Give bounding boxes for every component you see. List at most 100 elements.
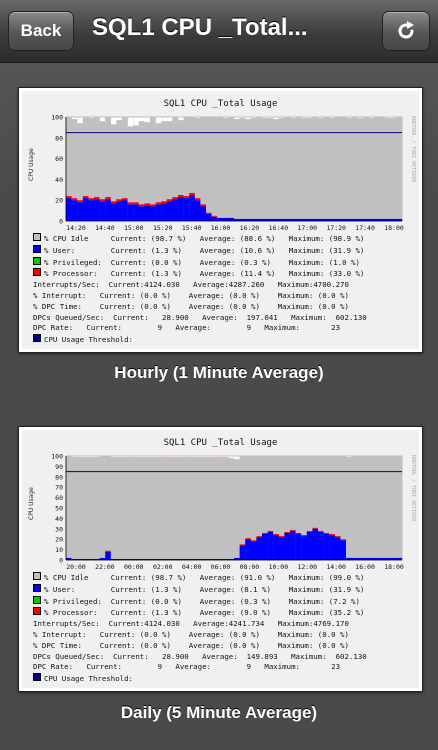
idle-bar [301, 118, 307, 219]
processor-bar [166, 199, 173, 202]
user-bar [155, 558, 162, 560]
legend-text: % Privileged: Current: (0.0 %) Average: … [44, 257, 360, 267]
user-bar [318, 531, 324, 560]
legend-row: % Privileged: Current: (0.0 %) Average: … [33, 256, 367, 269]
idle-bar [194, 118, 201, 199]
user-bar [362, 557, 369, 560]
idle-bar [390, 118, 397, 219]
idle-bar [71, 119, 78, 199]
y-tick-label: 60 [55, 494, 63, 502]
idle-bar [222, 118, 229, 218]
processor-bar [245, 538, 251, 540]
idle-bar [340, 456, 347, 540]
user-bar [290, 218, 296, 221]
idle-bar [122, 457, 128, 559]
x-tick-label: 10:00 [269, 563, 289, 571]
idle-bar [66, 456, 72, 558]
idle-bar [155, 457, 162, 559]
idle-bar [346, 118, 352, 219]
idle-bar [178, 120, 184, 195]
y-tick-label: 10 [55, 546, 63, 554]
legend-swatch [33, 583, 41, 592]
chart-title: SQL1 CPU _Total Usage [163, 99, 278, 109]
idle-bar [295, 456, 302, 533]
idle-bar [284, 456, 291, 532]
user-bar [267, 531, 274, 560]
chart-card-daily[interactable]: SQL1 CPU _Total Usage CPU Usage RRDTOOL … [18, 426, 423, 692]
idle-bar [172, 117, 179, 198]
user-bar [379, 557, 386, 560]
user-bar [71, 200, 78, 221]
y-tick-label: 50 [55, 505, 63, 513]
idle-bar [245, 456, 251, 539]
legend-text: % Interrupt: Current: (0.0 %) Average: (… [33, 290, 349, 300]
user-bar [301, 218, 307, 221]
idle-bar [127, 126, 134, 203]
processor-bar [82, 196, 89, 199]
idle-bar [256, 117, 263, 219]
idle-bar [318, 118, 324, 219]
user-bar [222, 217, 229, 221]
idle-bar [144, 122, 151, 204]
legend-text: % CPU Idle Current: (98.7 %) Average: (8… [44, 234, 365, 243]
legend-text: % User: Current: (1.3 %) Average: (10.6 … [44, 245, 365, 255]
y-tick-label: 40 [55, 176, 63, 184]
user-bar [273, 218, 279, 221]
idle-bar [217, 457, 223, 559]
user-bar [82, 198, 89, 221]
user-bar [284, 532, 291, 560]
idle-bar [82, 457, 89, 559]
refresh-button[interactable] [382, 11, 430, 51]
idle-bar [262, 456, 268, 533]
user-bar [346, 218, 352, 221]
processor-bar [262, 532, 268, 534]
user-bar [222, 558, 229, 560]
x-tick-label: 02:00 [153, 563, 173, 571]
idle-bar [110, 457, 117, 559]
processor-bar [99, 199, 106, 202]
user-bar [155, 204, 162, 221]
idle-bar [234, 459, 240, 558]
user-bar [368, 218, 375, 221]
idle-bar [362, 117, 369, 219]
idle-bar [290, 118, 296, 219]
idle-bar [161, 457, 167, 559]
user-bar [374, 218, 380, 221]
idle-bar [206, 457, 212, 559]
x-tick-label: 15:00 [124, 224, 144, 232]
legend-swatch [33, 256, 41, 265]
idle-bar [172, 457, 179, 559]
idle-bar [222, 457, 229, 559]
idle-bar [368, 118, 375, 219]
processor-bar [110, 201, 117, 204]
idle-bar [346, 457, 352, 558]
idle-bar [273, 119, 279, 219]
user-bar [144, 558, 151, 560]
y-tick-label: 60 [55, 155, 63, 163]
plot-area: 0 20 40 60 80 100 14:20 14:40 15:00 15:20 15:40 16:… [51, 114, 404, 233]
idle-bar [228, 117, 235, 218]
idle-bar [267, 456, 274, 531]
user-bar [306, 218, 313, 221]
processor-bar [71, 198, 78, 201]
idle-bar [262, 118, 268, 219]
user-bar [166, 558, 173, 560]
user-bar [77, 202, 83, 221]
processor-bar [211, 215, 218, 217]
user-bar [234, 218, 240, 221]
processor-bar [267, 530, 274, 532]
user-bar [127, 204, 134, 221]
legend-row: Interrupts/Sec: Current:4124.030 Average… [33, 619, 367, 630]
y-tick-label: 20 [55, 536, 63, 544]
processor-bar [133, 202, 139, 205]
back-button[interactable]: Back [8, 11, 74, 51]
x-tick-label: 06:00 [211, 563, 231, 571]
idle-bar [211, 457, 218, 559]
user-bar [66, 557, 72, 560]
chart-card-hourly[interactable]: SQL1 CPU _Total Usage CPU Usage RRDTOOL … [18, 87, 423, 353]
watermark: RRDTOOL / TOBI OETIKER [410, 455, 416, 522]
user-bar [194, 558, 201, 560]
legend-text: % User: Current: (1.3 %) Average: (8.1 %… [44, 584, 365, 594]
processor-bar [329, 534, 335, 536]
idle-bar [138, 457, 145, 559]
